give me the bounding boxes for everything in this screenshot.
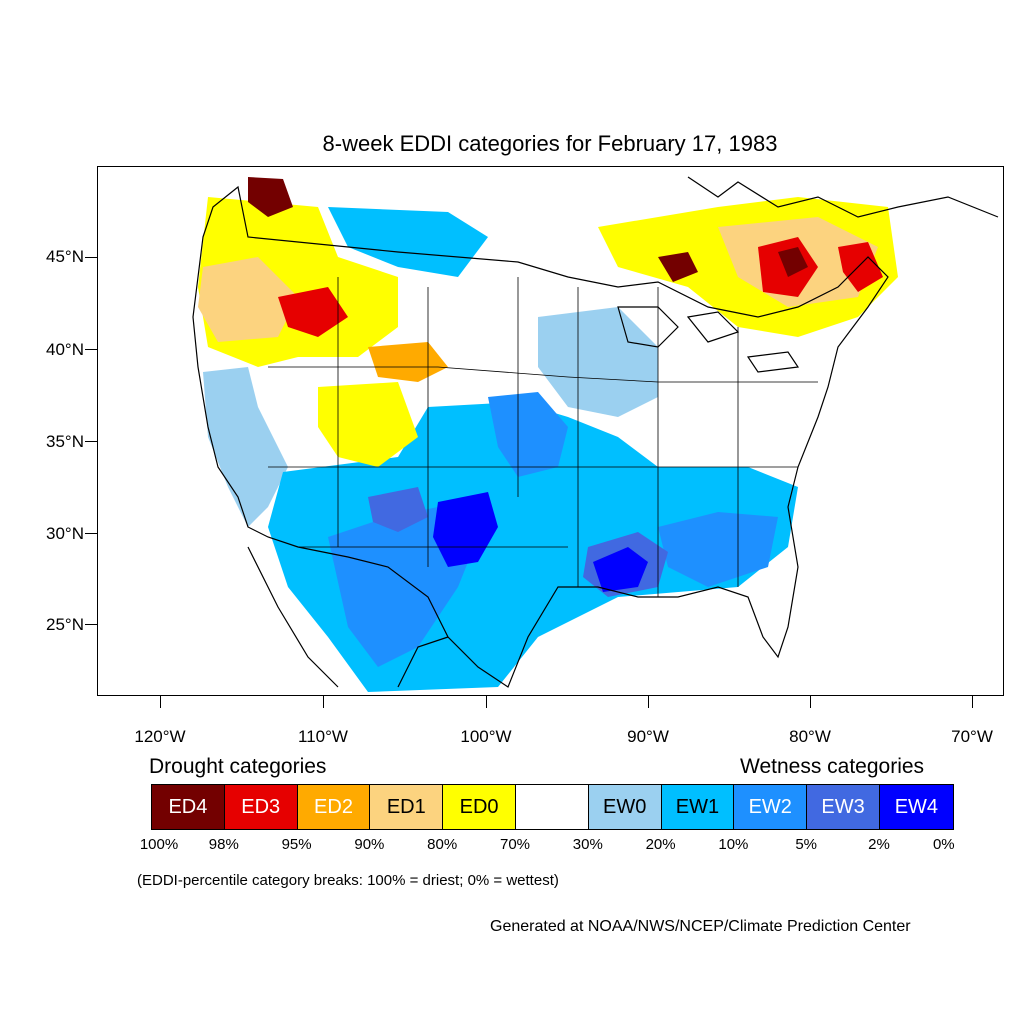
lat-label-45: 45°N — [46, 247, 84, 266]
legend-cell-ew3: EW3 — [807, 785, 880, 829]
legend-cell-ew4: EW4 — [879, 785, 953, 829]
state-lines — [268, 277, 818, 597]
lon-label-70: 70°W — [951, 727, 993, 746]
lon-tick — [810, 696, 811, 708]
lat-tick — [85, 257, 97, 258]
lon-label-110: 110°W — [298, 727, 348, 746]
lat-label-35: 35°N — [46, 432, 84, 451]
boundaries — [192, 176, 999, 688]
great-lakes — [617, 306, 800, 373]
lat-tick — [85, 533, 97, 534]
field-ew0-west — [203, 367, 288, 527]
field-ed3-northwest — [278, 287, 348, 337]
field-ed3-northeast-2 — [838, 242, 883, 292]
lat-label-30: 30°N — [46, 524, 84, 543]
us-outline — [192, 185, 889, 688]
lon-tick — [323, 696, 324, 708]
lon-tick — [972, 696, 973, 708]
field-ew2-plains — [488, 392, 568, 477]
field-ew3-texas — [368, 487, 428, 532]
credit-line: Generated at NOAA/NWS/NCEP/Climate Predi… — [490, 918, 911, 935]
lon-label-100: 100°W — [460, 727, 512, 746]
field-ed0-center — [318, 382, 418, 467]
legend-cell-normal — [515, 785, 589, 829]
legend-cell-ew0: EW0 — [588, 785, 662, 829]
legend-cell-ed4: ED4 — [152, 785, 225, 829]
break-label: 10% — [718, 836, 749, 853]
break-label: 30% — [572, 836, 603, 853]
field-ed4-northeast-1 — [778, 247, 808, 277]
legend-cell-ed0: ED0 — [443, 785, 516, 829]
legend-cell-ed2: ED2 — [297, 785, 371, 829]
canada-coast — [687, 176, 999, 218]
break-label: 0% — [932, 836, 955, 853]
break-label: 100% — [139, 836, 179, 853]
map-title: 8-week EDDI categories for February 17, … — [322, 131, 778, 156]
lon-label-80: 80°W — [789, 727, 831, 746]
break-label: 95% — [281, 836, 312, 853]
field-ew4-texas — [433, 492, 498, 567]
lon-label-90: 90°W — [627, 727, 669, 746]
field-ew0-mid — [538, 307, 658, 417]
legend-cell-ew2: EW2 — [734, 785, 808, 829]
field-ed2-center — [368, 342, 448, 382]
lon-tick — [160, 696, 161, 708]
lon-tick — [648, 696, 649, 708]
wetness-heading: Wetness categories — [740, 755, 925, 778]
field-ed1-northwest — [198, 257, 298, 342]
category-note: (EDDI-percentile category breaks: 100% =… — [137, 872, 559, 889]
category-legend: ED4 ED3 ED2 ED1 ED0 EW0 EW1 EW2 EW3 EW4 — [151, 784, 954, 830]
legend-cell-ed1: ED1 — [370, 785, 444, 829]
legend-cell-ew1: EW1 — [661, 785, 735, 829]
lon-tick — [486, 696, 487, 708]
break-label: 98% — [208, 836, 239, 853]
drought-heading: Drought categories — [149, 755, 327, 778]
category-fields — [198, 177, 898, 692]
mexico-coast — [247, 546, 449, 688]
break-label: 2% — [868, 836, 890, 853]
eddi-map-canvas — [192, 176, 999, 692]
field-ew1-north — [328, 207, 488, 277]
legend-cell-ed3: ED3 — [224, 785, 298, 829]
eddi-map — [97, 166, 1004, 696]
break-label: 80% — [427, 836, 458, 853]
lat-tick — [85, 349, 97, 350]
lat-label-25: 25°N — [46, 615, 84, 634]
lat-label-40: 40°N — [46, 340, 84, 359]
break-label: 5% — [795, 836, 818, 853]
lat-tick — [85, 624, 97, 625]
field-ew2-southeast — [658, 512, 778, 587]
break-label: 20% — [645, 836, 676, 853]
field-ed4-northwest — [248, 177, 293, 217]
lon-label-120: 120°W — [134, 727, 186, 746]
lat-tick — [85, 441, 97, 442]
field-ed4-northeast-2 — [658, 252, 698, 282]
field-ew4-gulf — [593, 547, 648, 592]
break-label: 90% — [354, 836, 385, 853]
break-label: 70% — [499, 836, 531, 853]
